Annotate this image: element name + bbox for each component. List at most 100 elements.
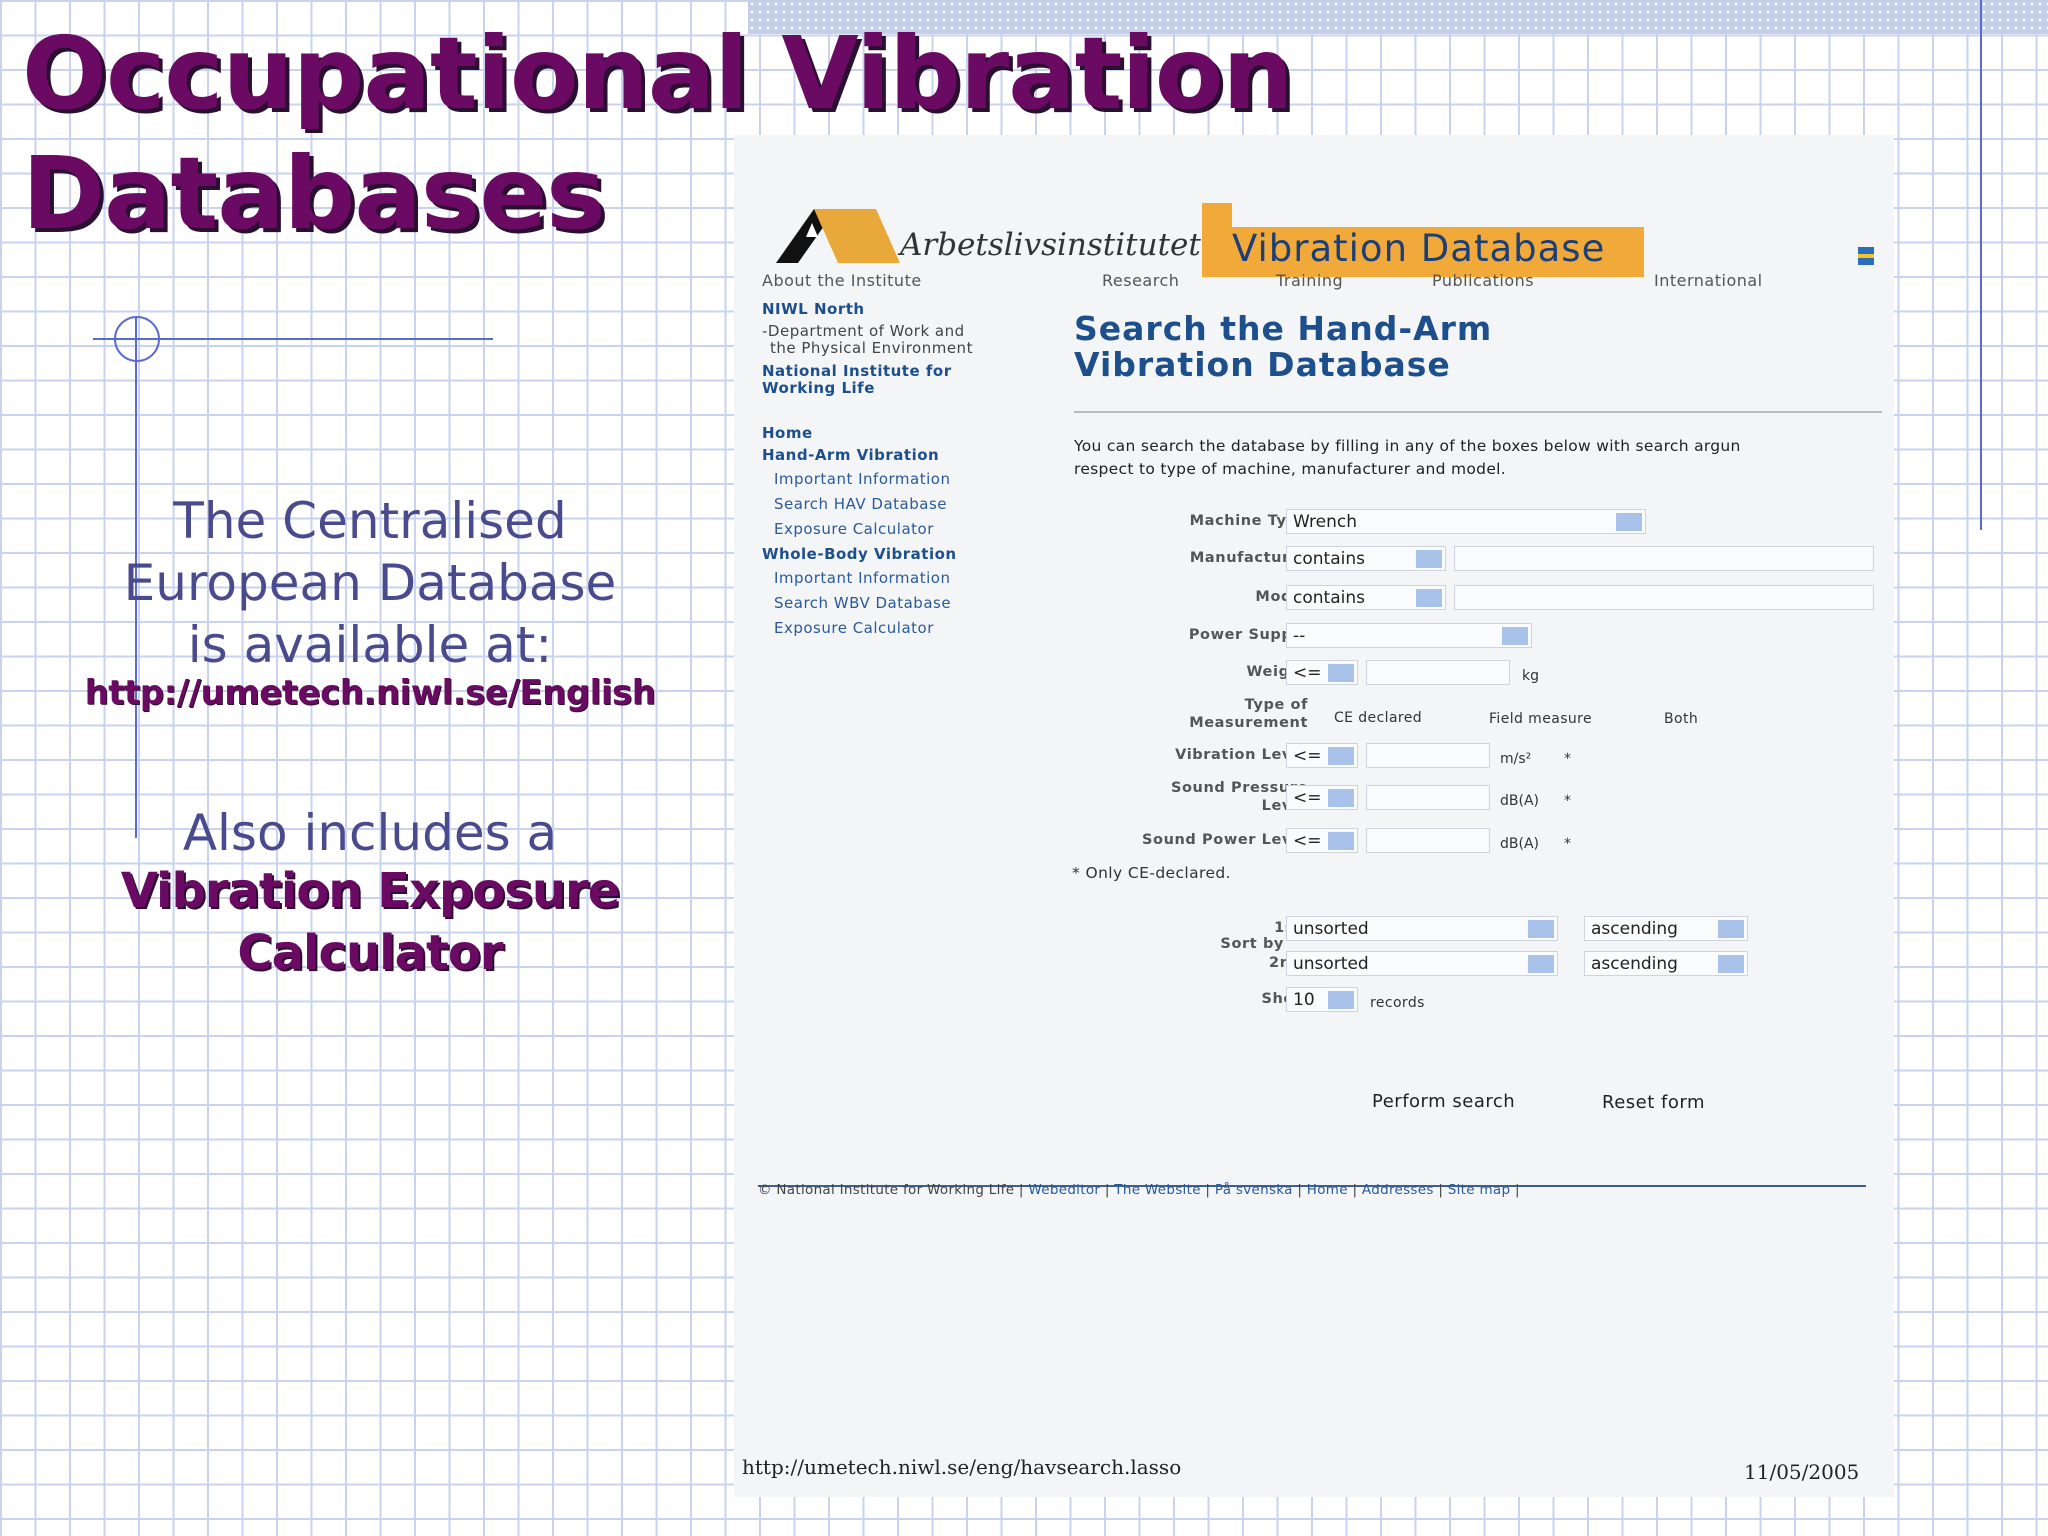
swedish-flag-icon[interactable] (1858, 247, 1874, 265)
sidebar-dept: -Department of Work and (762, 322, 965, 340)
perform-search-button[interactable]: Perform search (1372, 1091, 1516, 1112)
database-url[interactable]: http://umetech.niwl.se/English (84, 673, 656, 713)
intro-text: The Centralised European Database is ava… (60, 490, 680, 676)
sound-power-op-select[interactable]: <= (1286, 828, 1358, 853)
show-count-value: 10 (1293, 990, 1315, 1010)
sidebar-org[interactable]: NIWL North (762, 300, 865, 318)
footer-link-webeditor[interactable]: Webeditor (1028, 1182, 1101, 1198)
label-line: Sound Pressure (1170, 780, 1308, 796)
footer-link-addresses[interactable]: Addresses (1361, 1182, 1434, 1198)
title-line-2: Databases (22, 135, 606, 252)
sound-pressure-op-select[interactable]: <= (1286, 785, 1358, 810)
sort-1st-direction-select[interactable]: ascending (1584, 916, 1748, 941)
desc-line: You can search the database by filling i… (1074, 437, 1741, 455)
option-field-measure[interactable]: Field measure (1489, 711, 1593, 727)
footer-separator: | (1514, 1182, 1520, 1198)
nav-international[interactable]: International (1654, 271, 1763, 290)
sort-1st-value: unsorted (1293, 919, 1369, 939)
sort-2nd-select[interactable]: unsorted (1286, 951, 1558, 976)
nav-training[interactable]: Training (1276, 271, 1344, 290)
footer-link-sitemap[interactable]: Site map (1447, 1182, 1511, 1198)
dropdown-arrow-icon (1328, 789, 1354, 807)
institute-logo (776, 209, 900, 263)
footer-separator: | (1352, 1182, 1358, 1198)
footer-link-website[interactable]: The Website (1114, 1182, 1201, 1198)
sidebar-institute[interactable]: Working Life (762, 379, 875, 397)
asterisk-mark: * (1564, 751, 1571, 767)
weight-op-value: <= (1293, 663, 1322, 683)
vibration-level-label: Vibration Level (1175, 747, 1308, 763)
sidebar-item-hav-calc[interactable]: Exposure Calculator (774, 520, 934, 538)
vibration-op-select[interactable]: <= (1286, 743, 1358, 768)
dropdown-arrow-icon (1328, 991, 1354, 1009)
footer-separator: | (1438, 1182, 1444, 1198)
reset-form-button[interactable]: Reset form (1602, 1092, 1705, 1113)
sidebar-institute[interactable]: National Institute for (762, 362, 952, 380)
banner-box (1220, 227, 1644, 277)
dropdown-arrow-icon (1416, 589, 1442, 607)
model-op-select[interactable]: contains (1286, 585, 1446, 610)
vibration-input[interactable] (1366, 743, 1490, 768)
header-band (748, 0, 2048, 34)
machine-type-select[interactable]: Wrench (1286, 509, 1646, 534)
footer-separator: | (1297, 1182, 1303, 1198)
show-count-select[interactable]: 10 (1286, 987, 1358, 1012)
model-op-value: contains (1293, 588, 1365, 608)
footer-link-home[interactable]: Home (1306, 1182, 1348, 1198)
dropdown-arrow-icon (1616, 513, 1642, 531)
machine-type-value: Wrench (1293, 512, 1358, 532)
manufacturer-input[interactable] (1454, 546, 1874, 571)
sidebar-item-wbv-calc[interactable]: Exposure Calculator (774, 619, 934, 637)
footer-link-svenska[interactable]: På svenska (1214, 1182, 1293, 1198)
records-label: records (1370, 995, 1425, 1011)
option-both[interactable]: Both (1664, 711, 1699, 727)
power-supply-select[interactable]: -- (1286, 623, 1532, 648)
weight-input[interactable] (1366, 660, 1510, 685)
sound-pressure-label: Sound Pressure Level (1034, 779, 1308, 815)
banner-title: Vibration Database (1232, 227, 1606, 270)
sidebar-item-wbv[interactable]: Whole-Body Vibration (762, 545, 957, 563)
decorative-circle (114, 316, 160, 362)
divider (1074, 411, 1882, 413)
sidebar-item-hav[interactable]: Hand-Arm Vibration (762, 446, 940, 464)
sidebar-item-home[interactable]: Home (762, 424, 813, 442)
intro-line: The Centralised (173, 492, 567, 550)
label-line: Level (1261, 798, 1308, 814)
calculator-text: Vibration Exposure Calculator (60, 860, 680, 984)
sidebar-item-hav-search[interactable]: Search HAV Database (774, 495, 947, 513)
nav-publications[interactable]: Publications (1432, 271, 1535, 290)
option-ce-declared[interactable]: CE declared (1334, 710, 1423, 726)
model-input[interactable] (1454, 585, 1874, 610)
heading-line: Search the Hand-Arm (1074, 309, 1493, 348)
sort-1st-direction-value: ascending (1591, 919, 1678, 939)
printed-date: 11/05/2005 (1744, 1460, 1860, 1484)
intro-line: is available at: (187, 616, 553, 674)
sound-power-op-value: <= (1293, 831, 1322, 851)
footer-copyright: © National Institute for Working Life | (758, 1182, 1024, 1198)
sort-2nd-direction-select[interactable]: ascending (1584, 951, 1748, 976)
power-supply-value: -- (1293, 626, 1306, 646)
manufacturer-op-select[interactable]: contains (1286, 546, 1446, 571)
sort-by-label: Sort by (1220, 936, 1284, 952)
label-line: Measurement (1189, 715, 1308, 731)
title-line-1: Occupational Vibration (22, 15, 1294, 132)
sound-pressure-input[interactable] (1366, 785, 1490, 810)
footer-separator: | (1205, 1182, 1211, 1198)
dropdown-arrow-icon (1718, 955, 1744, 973)
sound-pressure-op-value: <= (1293, 788, 1322, 808)
sort-1st-select[interactable]: unsorted (1286, 916, 1558, 941)
sidebar-item-wbv-search[interactable]: Search WBV Database (774, 594, 952, 612)
sound-power-label: Sound Power Level (1141, 832, 1308, 848)
sound-power-unit: dB(A) (1500, 836, 1539, 852)
machine-type-label: Machine Type (1189, 513, 1308, 529)
asterisk-mark: * (1564, 836, 1571, 852)
sidebar-item-hav-info[interactable]: Important Information (774, 470, 951, 488)
sound-power-input[interactable] (1366, 828, 1490, 853)
nav-about[interactable]: About the Institute (762, 271, 922, 290)
page-heading: Search the Hand-Arm Vibration Database (1074, 311, 1492, 383)
sidebar-item-wbv-info[interactable]: Important Information (774, 569, 951, 587)
sort-1st-label: 1st: (1134, 920, 1308, 936)
dropdown-arrow-icon (1528, 955, 1554, 973)
nav-research[interactable]: Research (1102, 271, 1180, 290)
weight-op-select[interactable]: <= (1286, 660, 1358, 685)
